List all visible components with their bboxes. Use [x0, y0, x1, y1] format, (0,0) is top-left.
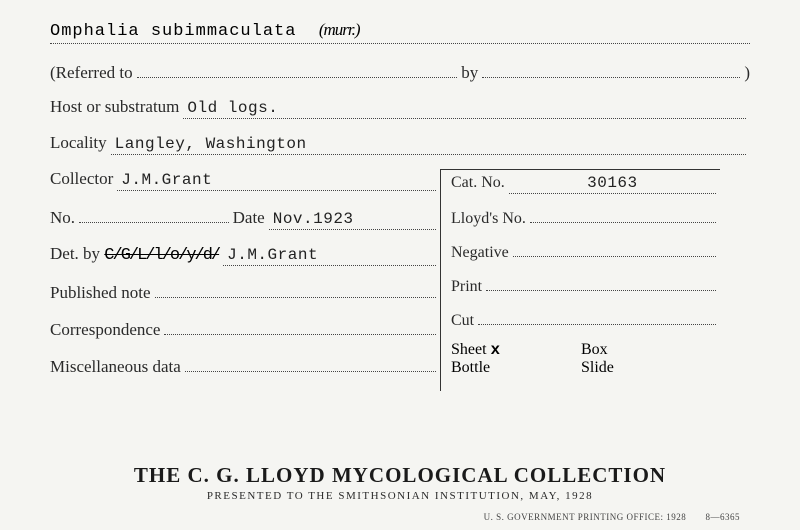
det-row: Det. by C/G/L/l/o/y/d/ J.M.Grant [50, 244, 440, 266]
det-label: Det. by [50, 244, 100, 264]
form-number: 8—6365 [706, 512, 741, 522]
host-label: Host or substratum [50, 97, 179, 117]
footer-title: THE C. G. LLOYD MYCOLOGICAL COLLECTION [0, 463, 800, 488]
sheet-label: Sheet [451, 341, 487, 358]
cut-label: Cut [451, 312, 474, 330]
print-value [486, 273, 716, 291]
host-row: Host or substratum Old logs. [50, 97, 750, 119]
species-line: Omphalia subimmaculata (murr.) [50, 20, 750, 44]
slide-label: Slide [581, 359, 661, 377]
no-value [79, 205, 229, 223]
misc-row: Miscellaneous data [50, 354, 440, 377]
misc-label: Miscellaneous data [50, 357, 181, 377]
date-value: Nov.1923 [269, 210, 436, 230]
published-row: Published note [50, 280, 440, 303]
cut-value [478, 307, 716, 325]
right-column: Cat. No. 30163 Lloyd's No. Negative Prin… [440, 169, 720, 391]
no-label: No. [50, 208, 75, 228]
box-label: Box [581, 341, 661, 359]
two-column-area: Collector J.M.Grant No. Date Nov.1923 De… [50, 169, 750, 391]
cut-row: Cut [451, 307, 720, 330]
locality-row: Locality Langley, Washington [50, 133, 750, 155]
negative-row: Negative [451, 239, 720, 262]
print-label: Print [451, 278, 482, 296]
collector-row: Collector J.M.Grant [50, 169, 440, 191]
lloyds-label: Lloyd's No. [451, 210, 526, 228]
referred-value [137, 60, 458, 78]
species-name: Omphalia subimmaculata [50, 22, 296, 41]
lloyds-value [530, 205, 716, 223]
referred-close: ) [744, 63, 750, 83]
referred-row: (Referred to by ) [50, 60, 750, 83]
misc-value [185, 354, 436, 372]
correspondence-label: Correspondence [50, 320, 160, 340]
bottle-label: Bottle [451, 359, 581, 377]
gpo-text: U. S. GOVERNMENT PRINTING OFFICE: 1928 [484, 512, 687, 522]
sheet-mark: x [491, 341, 501, 359]
species-annotation: (murr.) [319, 20, 360, 39]
published-label: Published note [50, 283, 151, 303]
published-value [155, 280, 436, 298]
cat-value: 30163 [509, 174, 716, 194]
cat-row: Cat. No. 30163 [451, 174, 720, 194]
collector-label: Collector [50, 169, 113, 189]
left-column: Collector J.M.Grant No. Date Nov.1923 De… [50, 169, 440, 391]
footer-subtitle: PRESENTED TO THE SMITHSONIAN INSTITUTION… [0, 490, 800, 502]
correspondence-row: Correspondence [50, 317, 440, 340]
det-value: J.M.Grant [223, 246, 436, 266]
specimen-card: Omphalia subimmaculata (murr.) (Referred… [50, 20, 750, 391]
locality-value: Langley, Washington [111, 135, 746, 155]
sheet-box-row: Sheet x Box [451, 341, 720, 359]
cat-label: Cat. No. [451, 174, 505, 192]
by-value [482, 60, 740, 78]
print-row: Print [451, 273, 720, 296]
date-label: Date [233, 208, 265, 228]
negative-value [513, 239, 716, 257]
footer: THE C. G. LLOYD MYCOLOGICAL COLLECTION P… [0, 463, 800, 502]
referred-label: (Referred to [50, 63, 133, 83]
lloyds-row: Lloyd's No. [451, 205, 720, 228]
no-date-row: No. Date Nov.1923 [50, 205, 440, 230]
by-label: by [461, 63, 478, 83]
bottle-slide-row: Bottle Slide [451, 359, 720, 377]
collector-value: J.M.Grant [117, 171, 436, 191]
det-struck: C/G/L/l/o/y/d/ [104, 246, 219, 265]
correspondence-value [164, 317, 436, 335]
locality-label: Locality [50, 133, 107, 153]
negative-label: Negative [451, 244, 509, 262]
print-office-line: U. S. GOVERNMENT PRINTING OFFICE: 1928 8… [484, 512, 740, 522]
host-value: Old logs. [183, 99, 746, 119]
